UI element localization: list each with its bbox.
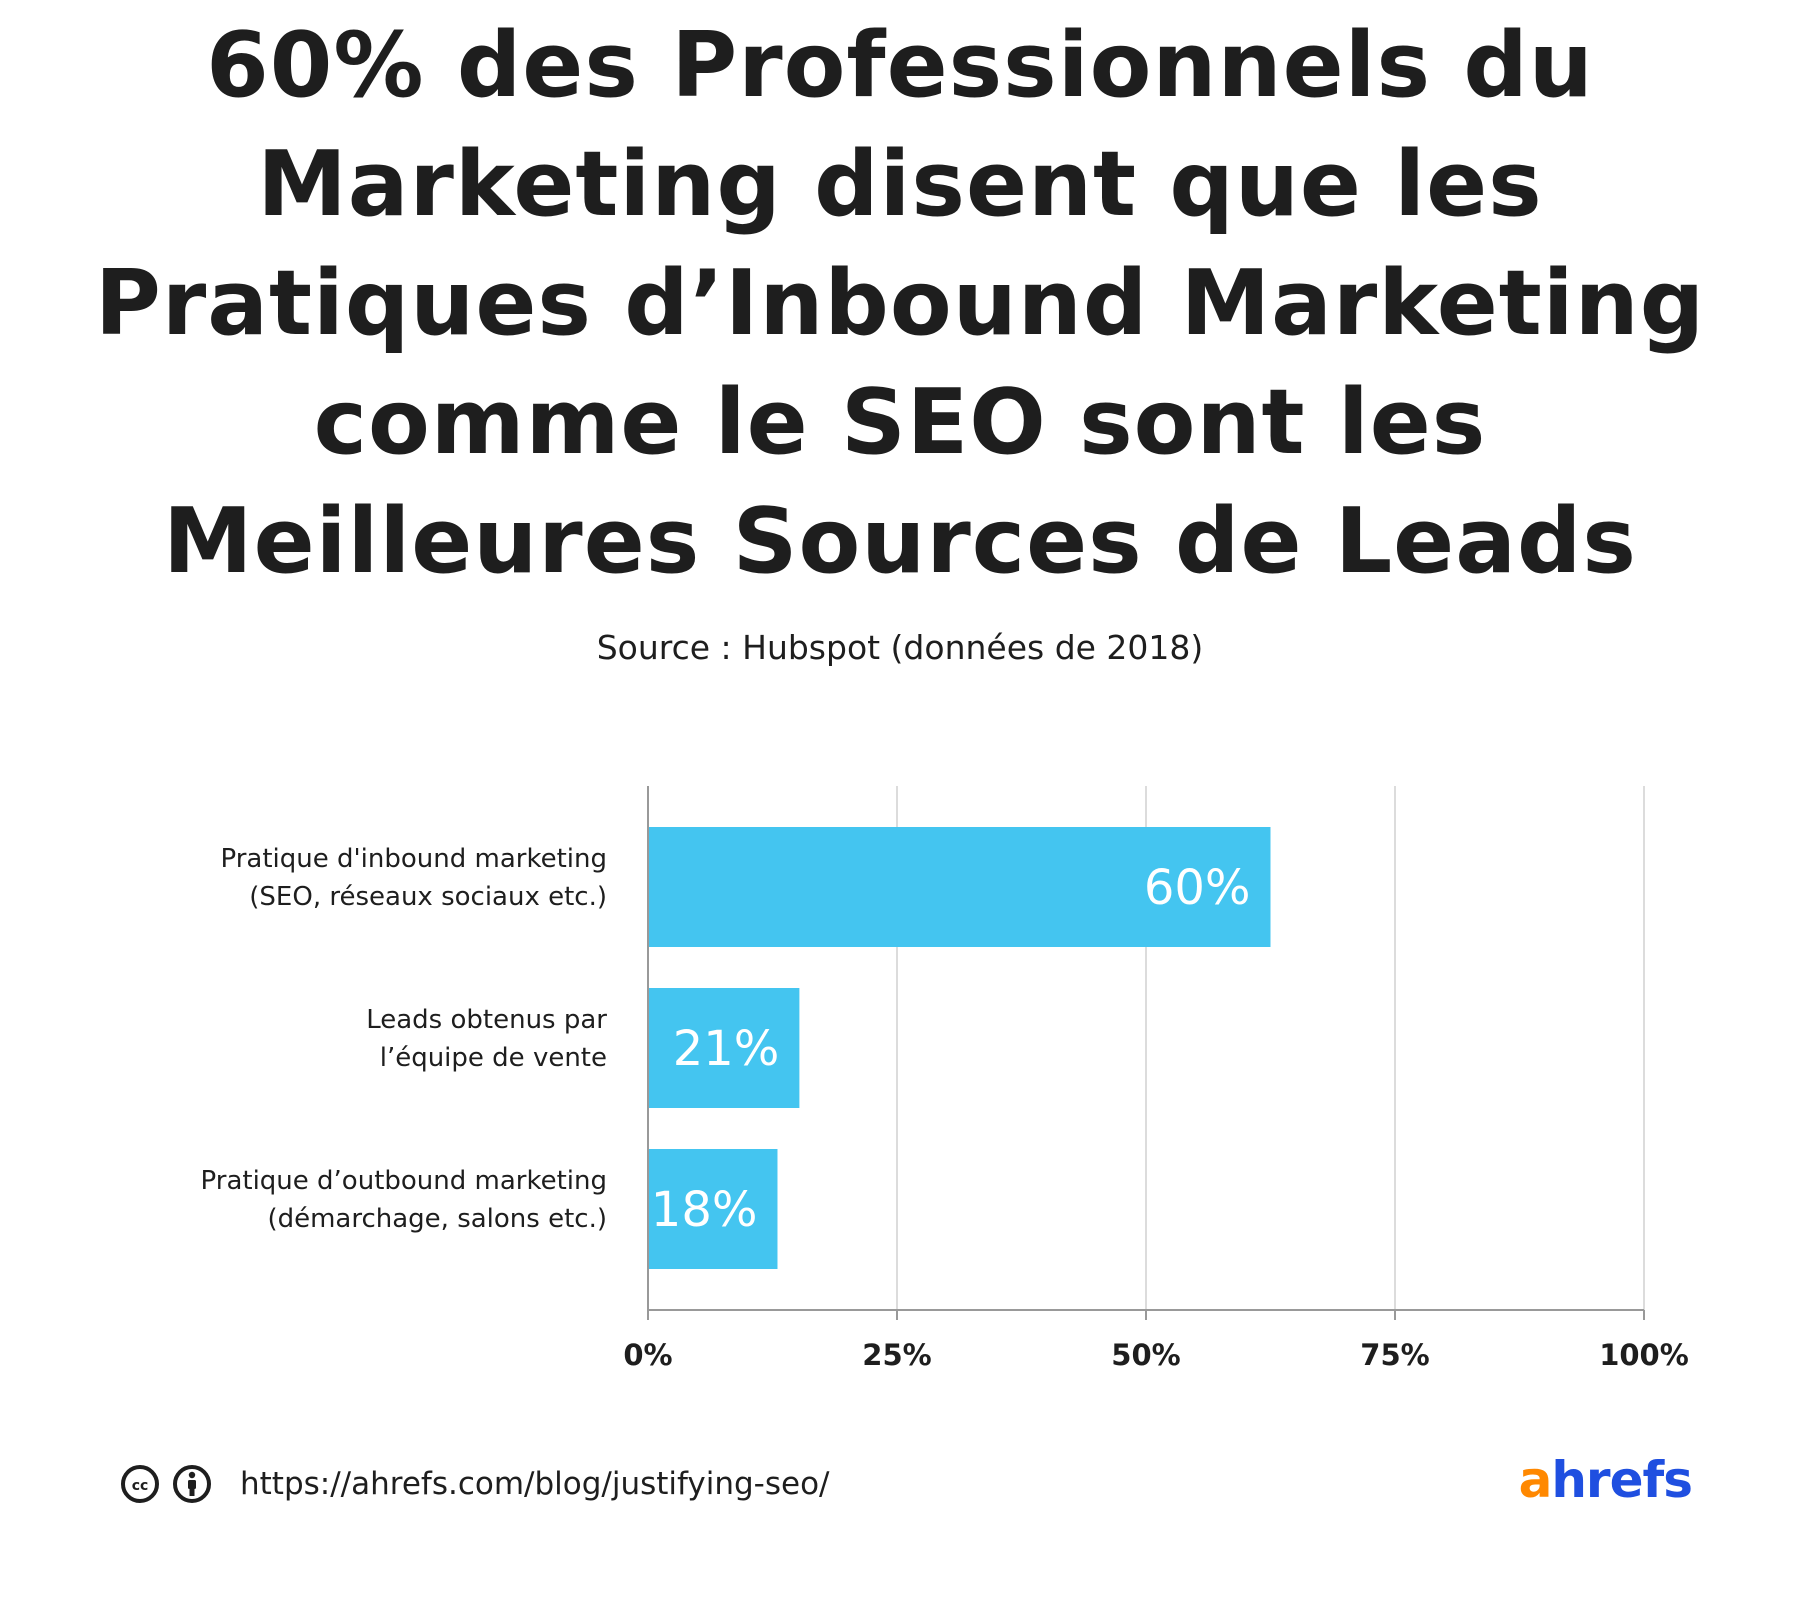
data-label: 18% [651,1182,758,1238]
logo-letter-a: a [1518,1451,1553,1509]
bar [648,827,1271,947]
title-line: comme le SEO sont les [313,370,1487,475]
person-icon [172,1464,212,1504]
category-label: Pratique d’outbound marketing (démarchage… [201,1166,607,1234]
cc-icon: cc [120,1464,160,1504]
page-title: 60% des Professionnels du Marketing dise… [40,6,1760,601]
data-label: 60% [1144,860,1251,916]
category-label-line: Leads obtenus par [366,1005,607,1035]
category-label-line: Pratique d'inbound marketing [221,844,607,874]
category-label-line: Pratique d’outbound marketing [201,1166,607,1196]
title-line: 60% des Professionnels du [206,13,1594,118]
title-line: Marketing disent que les [257,132,1543,237]
x-tick-label: 100% [1599,1338,1689,1372]
x-tick-label: 50% [1111,1338,1180,1372]
category-label-line: (SEO, réseaux sociaux etc.) [249,882,607,912]
bar [648,1149,778,1269]
title-line: Meilleures Sources de Leads [163,489,1637,594]
category-label: Pratique d'inbound marketing (SEO, réseau… [221,844,607,912]
bar [648,988,800,1108]
source-url[interactable]: https://ahrefs.com/blog/justifying-seo/ [240,1466,830,1502]
title-line: Pratiques d’Inbound Marketing [94,251,1706,356]
logo-letters: hrefs [1551,1451,1693,1509]
x-tick-label: 25% [862,1338,931,1372]
x-tick-label: 75% [1360,1338,1429,1372]
source-subtitle: Source : Hubspot (données de 2018) [596,628,1204,667]
x-tick-label: 0% [623,1338,672,1372]
svg-text:cc: cc [132,1478,149,1494]
category-label-line: (démarchage, salons etc.) [267,1204,607,1234]
footer: cc https://ahrefs.com/blog/justifying-se… [120,1456,830,1512]
category-label-line: l’équipe de vente [380,1043,607,1073]
category-label: Leads obtenus par l’équipe de vente [366,1005,607,1073]
data-label: 21% [673,1021,780,1077]
ahrefs-logo: ahrefs [1500,1448,1693,1512]
